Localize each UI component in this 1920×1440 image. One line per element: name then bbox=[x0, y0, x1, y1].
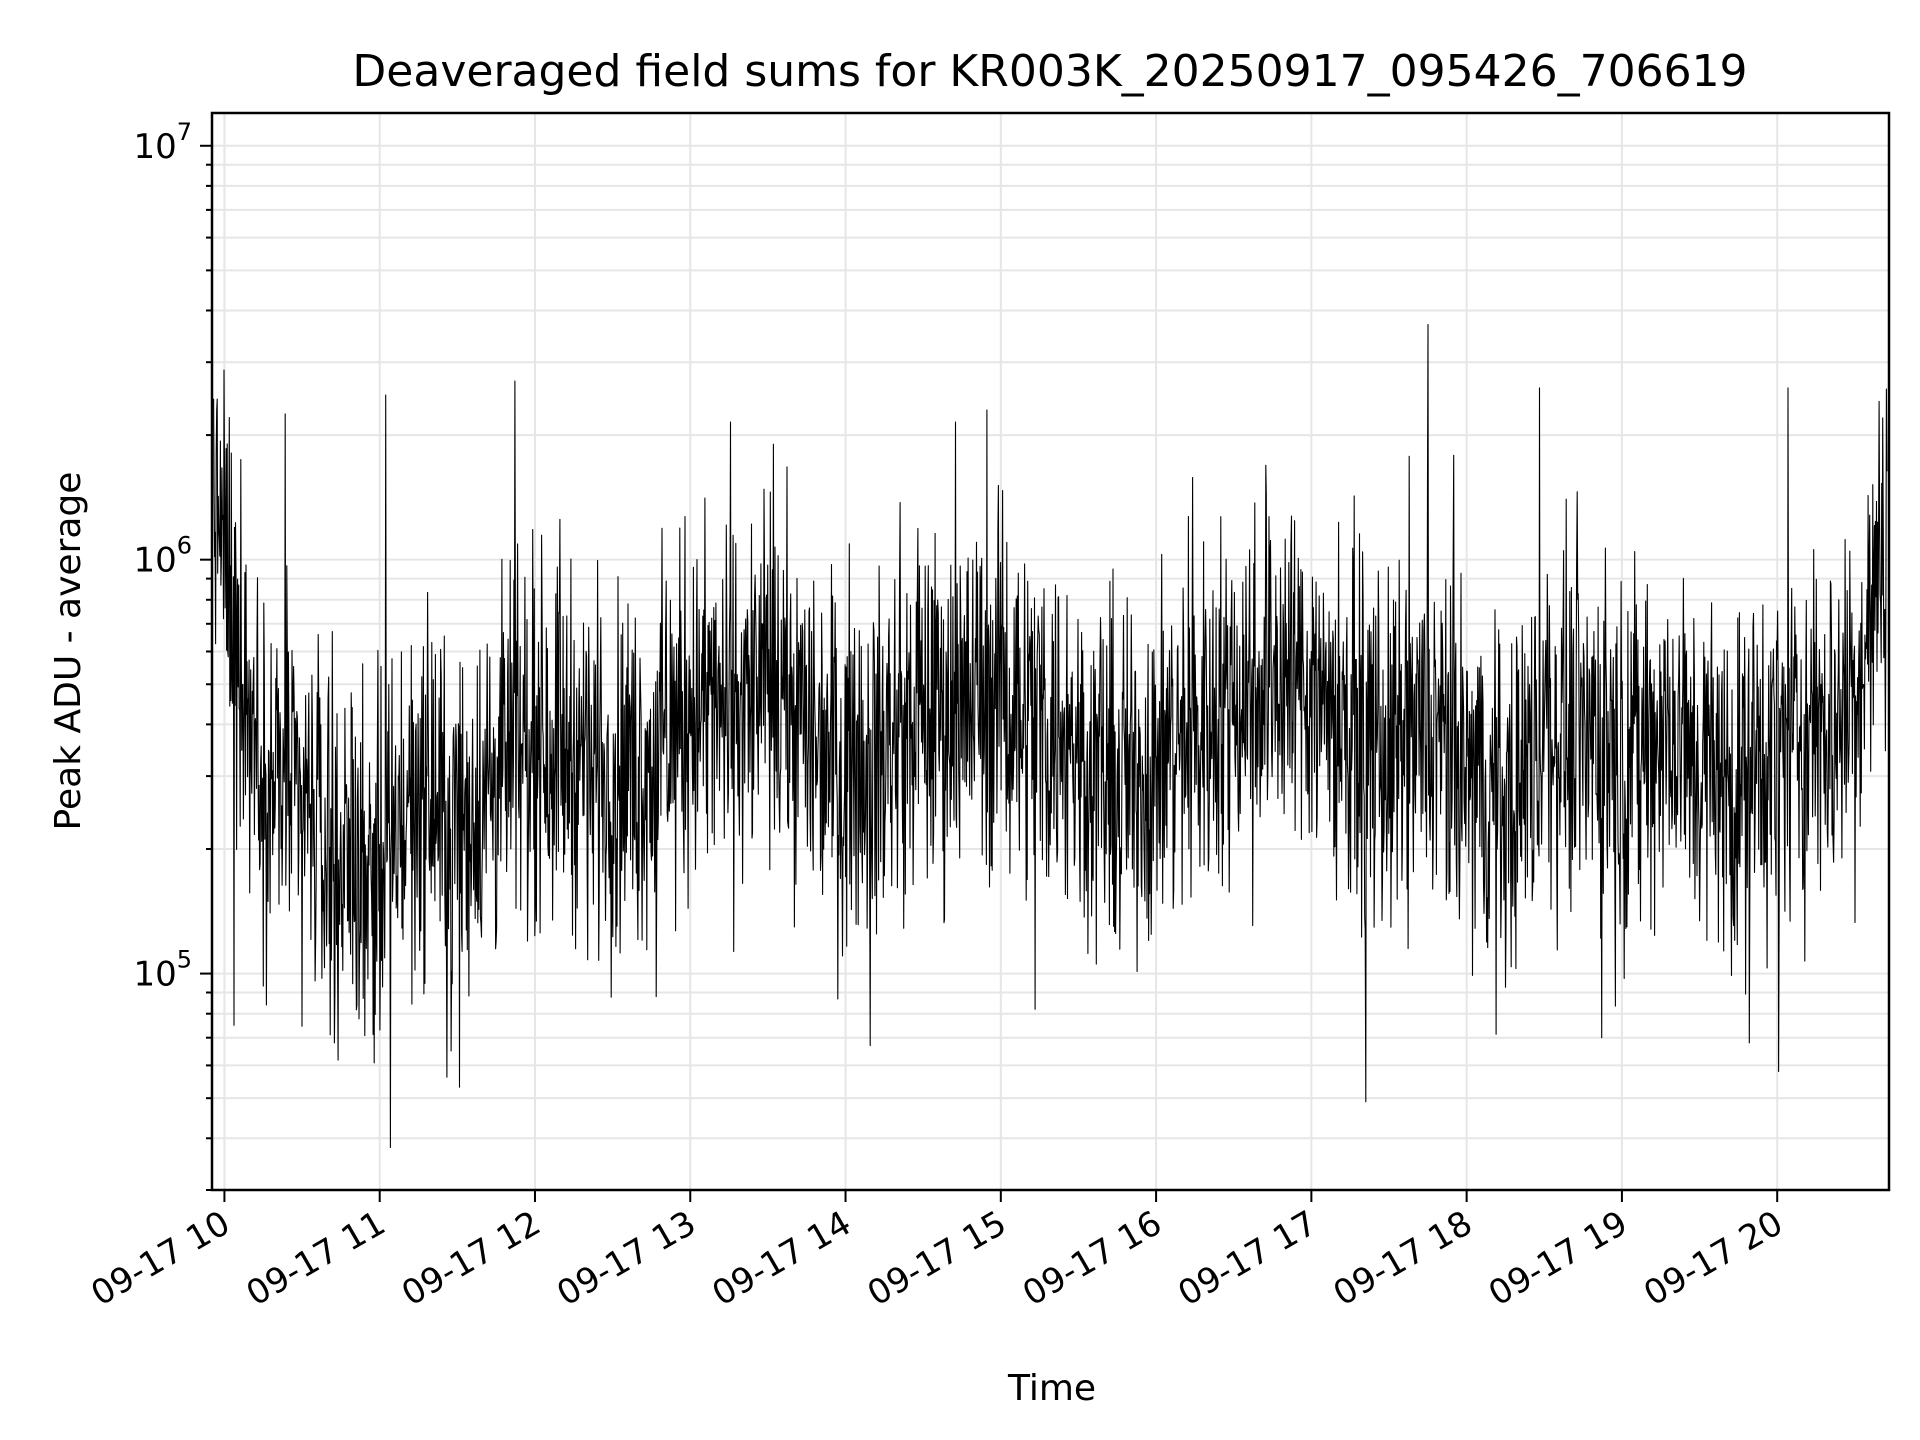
chart-title: Deaveraged field sums for KR003K_2025091… bbox=[352, 46, 1747, 97]
y-tick-label: 105 bbox=[133, 946, 192, 995]
series-line bbox=[213, 323, 1888, 1149]
y-axis: 105 106 107 bbox=[133, 118, 212, 1191]
y-tick-label: 107 bbox=[133, 118, 192, 167]
x-axis-label: Time bbox=[1007, 1368, 1096, 1409]
y-tick-label: 106 bbox=[133, 532, 192, 581]
y-axis-label: Peak ADU - average bbox=[48, 472, 89, 831]
series-layer bbox=[213, 323, 1888, 1149]
